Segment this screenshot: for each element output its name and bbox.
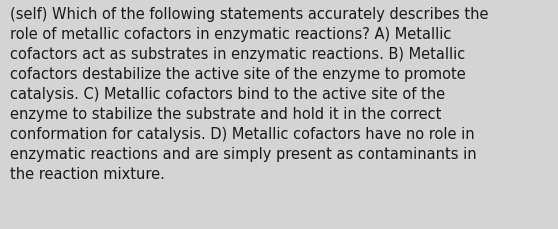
Text: (self) Which of the following statements accurately describes the
role of metall: (self) Which of the following statements… (10, 7, 489, 181)
